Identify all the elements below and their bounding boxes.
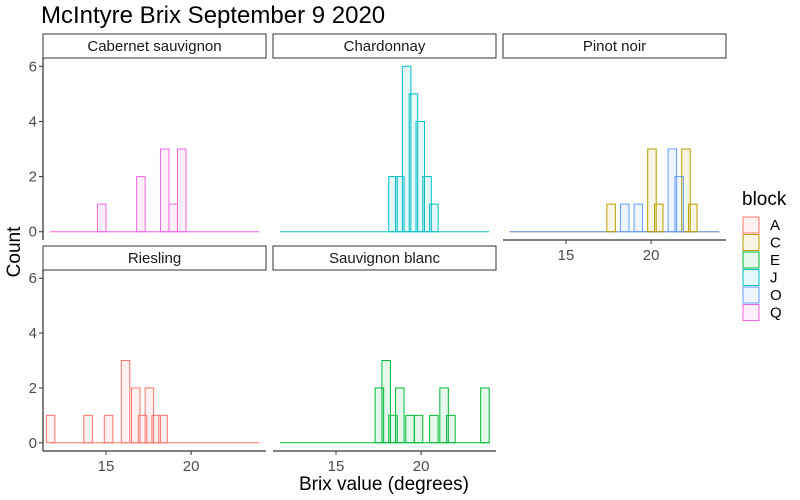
x-tick-label: 15 <box>328 458 345 475</box>
facet-strip <box>502 33 727 59</box>
y-tick-label: 2 <box>29 380 37 397</box>
histogram-bar <box>681 148 691 233</box>
legend-swatch <box>742 304 760 321</box>
histogram-bar <box>388 414 398 444</box>
legend-item-c: C <box>742 234 781 252</box>
y-axis-title: Count <box>4 226 25 277</box>
histogram-bar <box>388 176 398 233</box>
histogram-bar <box>408 93 419 233</box>
legend-label: C <box>770 235 781 252</box>
histogram-bar <box>45 414 56 444</box>
histogram-bar <box>395 387 405 444</box>
legend-label: O <box>770 287 782 304</box>
facet-strip-label: Pinot noir <box>583 38 646 55</box>
histogram-bar <box>688 203 698 233</box>
histogram-bar <box>168 203 178 233</box>
histogram-bar <box>96 203 107 233</box>
facet-sauvignon-blanc: Sauvignon blanc 15 20 <box>272 245 497 475</box>
histogram-bar <box>619 203 630 233</box>
histogram-bar <box>137 414 148 444</box>
facet-pinot-noir: Pinot noir 15 20 <box>502 33 727 264</box>
histogram-bar <box>176 148 187 233</box>
facet-strip <box>272 245 497 271</box>
legend-label: J <box>770 270 778 287</box>
facet-cabernet-sauvignon: Cabernet sauvignon 0 2 4 6 <box>29 33 267 241</box>
histogram-bar <box>120 360 131 444</box>
histogram-bar <box>158 414 168 444</box>
legend-item-j: J <box>742 269 778 287</box>
facet-panels: Cabernet sauvignon 0 2 4 6 Chardonnay Pinot no… <box>29 33 727 475</box>
legend-item-o: O <box>742 286 782 304</box>
legend-swatch <box>742 286 760 304</box>
y-tick-label: 4 <box>29 325 37 342</box>
x-tick-label: 20 <box>643 247 660 264</box>
legend-label: Q <box>770 305 782 322</box>
histogram-bar <box>429 414 439 444</box>
histogram-bar <box>136 176 146 233</box>
histogram-bar <box>633 203 644 233</box>
y-tick-label: 4 <box>29 113 37 130</box>
chart-title: McIntyre Brix September 9 2020 <box>41 2 385 29</box>
legend-label: A <box>770 217 780 234</box>
histogram-bar <box>103 414 114 444</box>
histogram-bar <box>405 414 415 444</box>
facet-strip <box>42 245 267 271</box>
x-tick-label: 15 <box>98 458 115 475</box>
histogram-bar <box>83 414 93 444</box>
legend-swatch <box>742 234 760 251</box>
histogram-bar <box>480 387 490 444</box>
legend-swatch <box>742 269 760 286</box>
x-tick-label: 20 <box>413 458 430 475</box>
histogram-bar <box>381 360 391 444</box>
histogram-bar <box>429 203 439 233</box>
facet-strip <box>272 33 497 59</box>
y-tick-label: 0 <box>29 224 37 241</box>
histogram-bar <box>413 414 424 444</box>
histogram-bar <box>654 203 664 233</box>
legend-label: E <box>770 252 780 269</box>
facet-strip-label: Sauvignon blanc <box>329 250 440 267</box>
histogram-bar <box>647 148 657 233</box>
facet-strip-label: Chardonnay <box>344 38 426 55</box>
legend-item-q: Q <box>742 304 782 322</box>
histogram-bar <box>401 65 412 233</box>
histogram-bar <box>159 148 170 233</box>
x-tick-label: 20 <box>183 458 200 475</box>
histogram-bar <box>674 176 684 233</box>
y-tick-label: 2 <box>29 169 37 186</box>
facet-riesling: Riesling 0 2 4 6 15 20 <box>29 245 267 475</box>
facet-strip-label: Cabernet sauvignon <box>87 38 221 55</box>
facet-strip-label: Riesling <box>128 250 181 267</box>
histogram-bar <box>667 148 678 233</box>
y-tick-label: 0 <box>29 435 37 452</box>
histogram-bar <box>374 387 385 444</box>
legend-title: block <box>742 189 787 210</box>
histogram-bar <box>151 414 161 444</box>
legend-swatch <box>742 216 760 234</box>
facet-strip <box>42 33 267 59</box>
histogram-bar <box>446 414 456 444</box>
legend-item-e: E <box>742 251 780 269</box>
histogram-bar <box>606 203 616 233</box>
y-tick-label: 6 <box>29 58 37 75</box>
legend-swatch <box>742 251 760 269</box>
legend-item-a: A <box>742 216 780 234</box>
x-tick-label: 15 <box>558 247 575 264</box>
y-tick-label: 6 <box>29 270 37 287</box>
facet-chardonnay: Chardonnay <box>272 33 497 233</box>
x-axis-title: Brix value (degrees) <box>299 474 469 495</box>
histogram-bar <box>395 176 405 233</box>
